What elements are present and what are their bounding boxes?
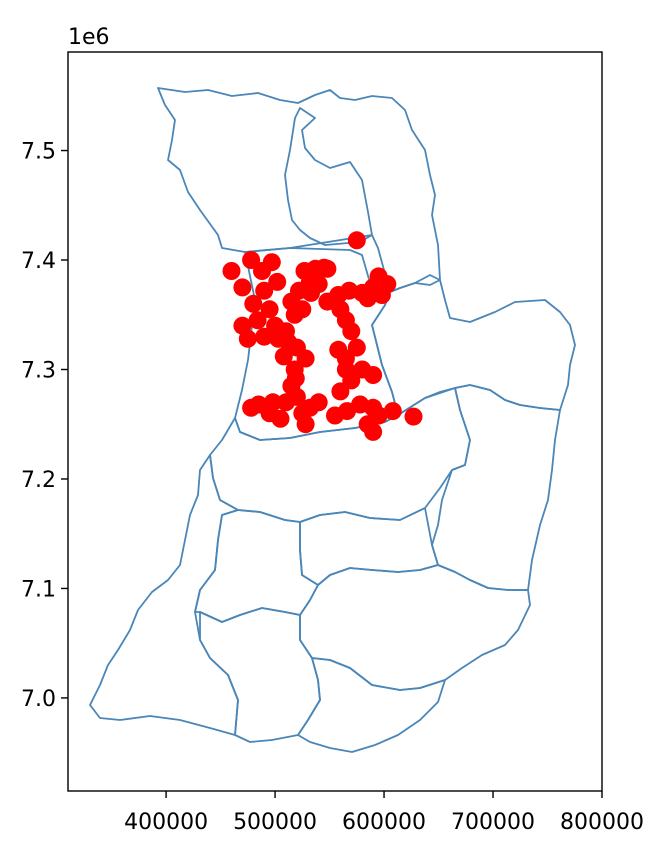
region-boundary-east-south [431,384,561,591]
region-boundary-east [371,274,576,416]
data-point [286,369,305,388]
region-boundary-far-south-east [297,657,446,753]
y-tick-label: 7.5 [21,140,56,165]
x-tick-label: 800000 [560,810,644,835]
data-point [318,259,337,278]
data-point [260,300,279,319]
data-point [296,349,315,368]
data-point [369,267,388,286]
data-point [253,262,271,280]
data-point [268,272,287,291]
data-point [274,347,293,366]
data-point [255,281,274,300]
data-point [242,251,261,269]
y-tick-label: 7.3 [21,358,56,383]
x-tick-label: 400000 [124,810,208,835]
data-point [358,289,377,308]
region-boundary-west [89,454,239,736]
data-point [255,327,274,346]
data-point [269,329,288,348]
region-boundary-middle-south [299,507,439,586]
data-point [331,300,350,319]
data-point [329,340,348,359]
data-point [309,393,328,412]
x-axis-ticks: 400000 500000 600000 700000 800000 [124,791,644,835]
y-tick-label: 7.4 [21,249,56,274]
data-point [364,366,383,384]
data-point [238,329,257,348]
region-boundary-south-east [299,564,531,691]
x-tick-label: 500000 [233,810,317,835]
data-point [404,407,423,426]
data-point [293,300,312,319]
region-boundary-south-west [194,509,319,623]
region-boundary-north [157,87,441,293]
data-point [347,338,366,357]
data-point [364,422,383,441]
data-point [336,360,355,379]
y-tick-label: 7.0 [21,687,56,712]
x-tick-label: 600000 [342,810,426,835]
data-point [383,402,402,421]
data-point [233,278,252,297]
y-offset-label: 1e6 [68,25,110,50]
data-point [248,311,267,330]
data-point [271,409,290,428]
y-axis-ticks: 7.0 7.1 7.2 7.3 7.4 7.5 [21,140,68,712]
data-point [300,272,319,291]
data-point [244,294,263,313]
data-point [277,393,295,412]
x-tick-label: 700000 [451,810,535,835]
region-boundary-far-south [199,607,321,743]
data-point [242,398,261,417]
y-tick-label: 7.1 [21,577,56,602]
region-boundaries [89,87,576,753]
points-layer [222,231,423,441]
y-tick-label: 7.2 [21,468,56,493]
data-point [296,415,315,434]
axes-frame [67,51,603,792]
data-point [222,262,241,280]
data-point [347,231,366,250]
data-point [331,382,350,401]
